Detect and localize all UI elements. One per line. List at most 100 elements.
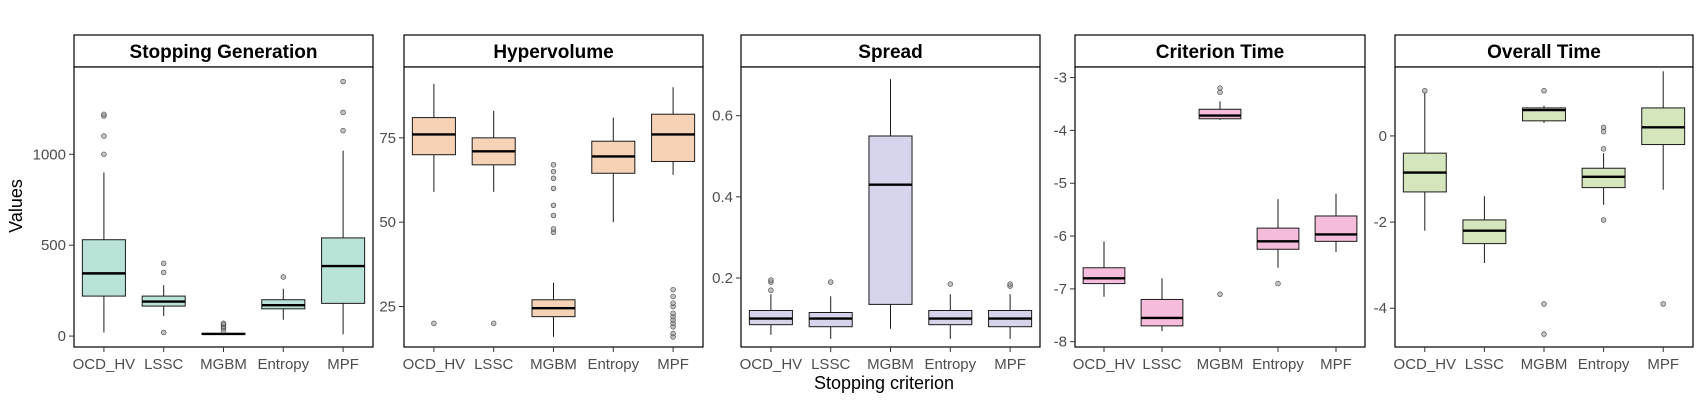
x-tick-label: LSSC: [1142, 356, 1181, 373]
x-tick-label: LSSC: [811, 356, 850, 373]
panel-4: Criterion Time -8 -7 -6 -5 -4 -3 OCD_HV LSSC MGBM…: [1054, 34, 1366, 373]
y-axis-title: Values: [6, 179, 26, 233]
x-tick-label: MPF: [657, 356, 689, 373]
box-LSSC: [1462, 196, 1507, 263]
outlier-point: [550, 175, 557, 182]
outlier-point: [280, 274, 286, 280]
outlier-point: [161, 329, 167, 336]
box-OCD_HV: [81, 111, 126, 333]
panel-title: Overall Time: [1487, 42, 1601, 63]
outlier-point: [1007, 281, 1013, 287]
box-LSSC: [141, 260, 186, 336]
box-iqr: [1140, 298, 1184, 327]
outlier-point: [340, 109, 346, 116]
outlier-point: [101, 133, 107, 139]
outlier-point: [550, 202, 557, 209]
box-MGBM: [1198, 85, 1242, 297]
outlier-point: [768, 277, 774, 283]
box-iqr: [868, 135, 913, 305]
outlier-point: [1600, 217, 1607, 223]
x-tick-label: Entropy: [924, 356, 976, 373]
strip-box: [1074, 34, 1366, 68]
y-tick-label: -4: [1374, 300, 1387, 317]
box-iqr: [1198, 108, 1242, 120]
x-tick-label: LSSC: [144, 356, 183, 373]
outlier-point: [947, 281, 953, 287]
y-tick-label: 0.4: [712, 189, 733, 206]
box-Entropy: [261, 274, 306, 320]
box-Entropy: [591, 117, 636, 223]
box-iqr: [651, 113, 696, 162]
box-MGBM: [531, 162, 576, 337]
outlier-point: [550, 168, 557, 175]
x-tick-label: Entropy: [1578, 356, 1630, 373]
outlier-point: [1275, 280, 1281, 287]
panel-title: Hypervolume: [493, 42, 613, 63]
outlier-point: [431, 320, 437, 327]
outlier-point: [220, 320, 227, 327]
box-LSSC: [471, 110, 516, 327]
x-tick-label: MGBM: [200, 356, 247, 373]
y-tick-label: 50: [379, 214, 396, 231]
box-LSSC: [1140, 278, 1184, 332]
panel-1: Stopping Generation 0 500 1000 OCD_HV LSSC MGB…: [33, 34, 374, 373]
y-tick-label: -8: [1054, 334, 1067, 351]
x-tick-label: MGBM: [1521, 356, 1568, 373]
outlier-point: [768, 287, 774, 293]
x-tick-label: MGBM: [867, 356, 914, 373]
y-tick-label: 1000: [33, 146, 66, 163]
box-MGBM: [868, 79, 913, 329]
box-MGBM: [201, 320, 246, 336]
y-tick-label: -7: [1054, 281, 1067, 298]
panel-3: Spread 0.2 0.4 0.6 OCD_HV LSSC MGBM Entropy MPF: [712, 34, 1041, 373]
outlier-point: [1600, 146, 1607, 152]
y-tick-label: 25: [379, 299, 396, 316]
outlier-point: [161, 269, 167, 276]
box-MPF: [988, 281, 1033, 339]
outlier-point: [827, 279, 834, 285]
outlier-point: [1422, 87, 1428, 94]
box-OCD_HV: [1082, 241, 1126, 297]
x-tick-label: OCD_HV: [1073, 356, 1136, 373]
box-MPF: [321, 78, 366, 335]
plot-frame: [73, 66, 374, 348]
y-tick-label: -5: [1054, 175, 1067, 192]
x-tick-label: OCD_HV: [1394, 356, 1457, 373]
box-iqr: [81, 239, 126, 297]
y-tick-label: 500: [41, 237, 66, 254]
outlier-point: [491, 320, 497, 327]
x-tick-label: OCD_HV: [403, 356, 466, 373]
outlier-point: [550, 185, 557, 192]
outlier-point: [1541, 87, 1547, 94]
outlier-point: [670, 286, 676, 293]
outlier-point: [101, 111, 107, 117]
outlier-point: [340, 78, 346, 85]
outlier-point: [340, 127, 346, 134]
panel-title: Spread: [858, 42, 922, 63]
outlier-point: [550, 212, 557, 219]
outlier-point: [101, 151, 107, 157]
outlier-point: [670, 300, 676, 306]
outlier-point: [1217, 291, 1223, 297]
x-tick-label: MGBM: [530, 356, 577, 373]
outlier-point: [670, 330, 676, 337]
box-iqr: [411, 117, 456, 156]
outlier-point: [670, 293, 676, 300]
x-tick-label: Entropy: [1252, 356, 1304, 373]
y-tick-label: -6: [1054, 228, 1067, 245]
x-tick-label: Entropy: [257, 356, 309, 373]
box-LSSC: [808, 279, 853, 339]
outlier-point: [1541, 301, 1547, 307]
x-tick-label: MPF: [1647, 356, 1679, 373]
y-tick-label: 0.6: [712, 108, 733, 125]
box-iqr: [1082, 267, 1126, 285]
box-MPF: [651, 87, 696, 340]
outlier-point: [1541, 331, 1547, 337]
strip-box: [73, 34, 374, 68]
x-tick-label: OCD_HV: [740, 356, 803, 373]
panel-5: Overall Time -4 -2 0 OCD_HV LSSC MGBM Entropy MP…: [1374, 34, 1694, 373]
outlier-point: [550, 226, 557, 232]
y-tick-label: 0.2: [712, 270, 733, 287]
outlier-point: [550, 162, 557, 168]
outlier-point: [670, 310, 676, 316]
